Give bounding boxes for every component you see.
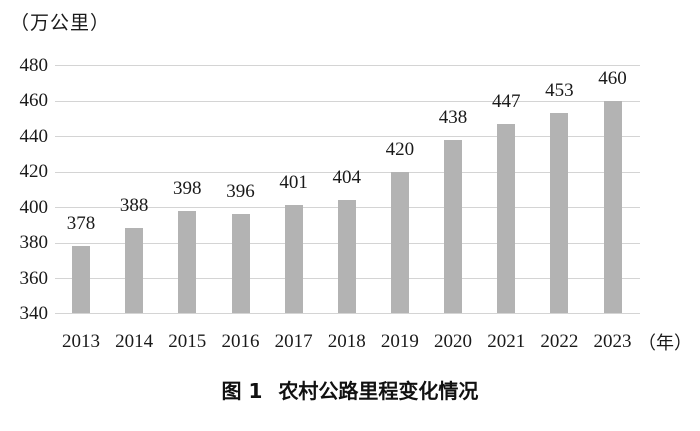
bar-value-label-2020: 438 — [438, 106, 468, 128]
y-axis-unit-label: （万公里） — [10, 13, 111, 34]
y-axis-tick-label-340: 340 — [19, 302, 49, 324]
x-axis-tick-label-2013: 2013 — [62, 331, 100, 352]
y-axis-tick-label-460: 460 — [19, 90, 49, 112]
bar-2021 — [497, 123, 516, 314]
bar-2015 — [178, 210, 197, 314]
y-axis-tick-label-360: 360 — [19, 267, 49, 289]
bar-value-label-2015: 398 — [173, 177, 202, 199]
bar-value-label-2014: 388 — [119, 195, 149, 217]
bar-2016 — [231, 214, 250, 314]
bar-value-label-2017: 401 — [279, 172, 308, 194]
bar-value-label-2016: 396 — [226, 181, 255, 203]
gridline-460 — [55, 100, 640, 102]
x-axis-tick-label-2015: 2015 — [168, 331, 207, 352]
gridline-420 — [55, 171, 640, 173]
gridline-480 — [55, 65, 640, 67]
figure-caption: 图 1 农村公路里程变化情况 — [0, 379, 700, 403]
x-axis-tick-label-2014: 2014 — [115, 331, 154, 352]
bar-value-label-2022: 453 — [545, 80, 574, 102]
bar-2014 — [125, 228, 144, 314]
bar-2018 — [337, 200, 356, 314]
bar-value-label-2013: 378 — [66, 213, 96, 235]
bar-value-label-2019: 420 — [385, 138, 415, 160]
x-axis-tick-label-2021: 2021 — [487, 331, 526, 352]
x-axis-unit-label: （年） — [638, 333, 692, 353]
bar-2017 — [284, 205, 303, 314]
bar-2013 — [72, 246, 90, 314]
bar-value-label-2023: 460 — [598, 67, 627, 89]
y-axis-tick-label-440: 440 — [19, 125, 49, 147]
bar-2023 — [603, 100, 622, 314]
x-axis-tick-label-2019: 2019 — [380, 331, 419, 352]
gridline-340 — [55, 313, 640, 315]
x-axis-tick-label-2023: 2023 — [593, 331, 632, 352]
bar-value-label-2021: 447 — [491, 90, 521, 112]
x-axis-tick-label-2018: 2018 — [327, 331, 366, 352]
y-axis-tick-label-380: 380 — [19, 232, 49, 253]
bar-2022 — [550, 113, 569, 314]
y-axis-tick-label-420: 420 — [19, 161, 49, 183]
x-axis-tick-label-2017: 2017 — [274, 331, 313, 352]
figure-caption-title: 农村公路里程变化情况 — [278, 379, 479, 403]
x-axis-tick-label-2016: 2016 — [221, 331, 260, 352]
bar-2020 — [444, 139, 463, 314]
figure-caption-number: 图 1 — [221, 379, 263, 403]
bar-2019 — [390, 171, 409, 314]
y-axis-tick-label-400: 400 — [19, 196, 49, 218]
bar-chart: 340 360 380 400 420 440 460 480 378 2013 388 2014 39… — [19, 54, 640, 352]
gridline-440 — [55, 136, 640, 138]
x-axis-tick-label-2022: 2022 — [540, 331, 579, 352]
bar-value-label-2018: 404 — [332, 167, 362, 188]
x-axis-tick-label-2020: 2020 — [434, 331, 473, 352]
y-axis-tick-label-480: 480 — [19, 54, 49, 76]
